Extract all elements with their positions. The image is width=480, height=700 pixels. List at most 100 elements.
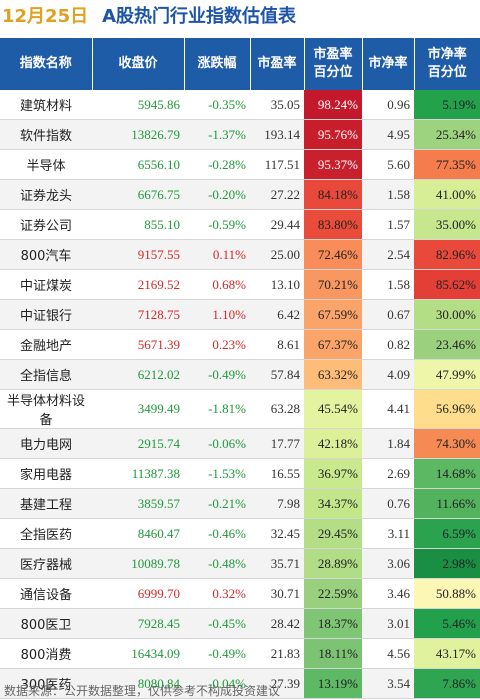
- change-cell: -1.53%: [184, 458, 250, 489]
- table-row: 全指医药 8460.47 -0.46% 32.45 29.45% 3.11 6.59%: [0, 518, 480, 549]
- change-cell: -0.04%: [184, 668, 250, 699]
- index-name-cell: 全指信息: [0, 359, 92, 390]
- change-cell: 0.11%: [184, 239, 250, 270]
- pe-cell: 35.05: [250, 90, 304, 120]
- index-name-cell: 800医卫: [0, 608, 92, 639]
- table-row: 家用电器 11387.38 -1.53% 16.55 36.97% 2.69 14.68%: [0, 458, 480, 489]
- change-cell: -1.81%: [184, 389, 250, 429]
- change-cell: -0.06%: [184, 428, 250, 459]
- pb-percentile-cell: 35.00%: [414, 209, 480, 240]
- title-date: 12月25日: [2, 6, 89, 27]
- pb-cell: 1.57: [362, 209, 414, 240]
- pe-percentile-cell: 29.45%: [304, 518, 362, 549]
- change-cell: 1.10%: [184, 299, 250, 330]
- index-name-cell: 800消费: [0, 638, 92, 669]
- pe-percentile-cell: 42.18%: [304, 428, 362, 459]
- pb-cell: 2.69: [362, 458, 414, 489]
- pb-cell: 1.58: [362, 179, 414, 210]
- change-cell: -0.59%: [184, 209, 250, 240]
- pe-percentile-cell: 67.37%: [304, 329, 362, 360]
- index-name-cell: 电力电网: [0, 428, 92, 459]
- table-row: 300医药 8080.84 -0.04% 27.39 13.19% 3.54 7.86%: [0, 668, 480, 699]
- change-cell: -0.48%: [184, 548, 250, 579]
- pe-cell: 117.51: [250, 149, 304, 180]
- pb-percentile-cell: 77.35%: [414, 149, 480, 180]
- pb-percentile-cell: 43.17%: [414, 638, 480, 669]
- pe-cell: 21.83: [250, 638, 304, 669]
- pe-cell: 13.10: [250, 269, 304, 300]
- close-price-cell: 5671.39: [92, 329, 184, 360]
- page-title: 12月25日 A股热门行业指数估值表: [0, 0, 480, 30]
- table-header-row: 指数名称 收盘价 涨跌幅 市盈率 市盈率 百分位 市净率 市净率 百分位: [0, 38, 480, 90]
- pe-cell: 63.28: [250, 389, 304, 429]
- pe-cell: 8.61: [250, 329, 304, 360]
- pe-percentile-cell: 98.24%: [304, 90, 362, 120]
- pb-cell: 3.01: [362, 608, 414, 639]
- pe-cell: 32.45: [250, 518, 304, 549]
- table-row: 电力电网 2915.74 -0.06% 17.77 42.18% 1.84 74.30%: [0, 428, 480, 459]
- valuation-table: 指数名称 收盘价 涨跌幅 市盈率 市盈率 百分位 市净率 市净率 百分位 建筑材料 5945.86…: [0, 38, 480, 699]
- pe-percentile-cell: 13.19%: [304, 668, 362, 699]
- table-row: 通信设备 6999.70 0.32% 30.71 22.59% 3.46 50.88%: [0, 578, 480, 609]
- pb-cell: 0.96: [362, 90, 414, 120]
- pe-cell: 6.42: [250, 299, 304, 330]
- index-name-cell: 中证银行: [0, 299, 92, 330]
- close-price-cell: 3859.57: [92, 488, 184, 519]
- pb-cell: 0.76: [362, 488, 414, 519]
- pe-percentile-cell: 83.80%: [304, 209, 362, 240]
- index-name-cell: 全指医药: [0, 518, 92, 549]
- change-cell: -0.45%: [184, 608, 250, 639]
- pe-percentile-cell: 70.21%: [304, 269, 362, 300]
- pb-cell: 3.46: [362, 578, 414, 609]
- index-name-cell: 300医药: [0, 668, 92, 699]
- close-price-cell: 9157.55: [92, 239, 184, 270]
- close-price-cell: 7128.75: [92, 299, 184, 330]
- pe-cell: 57.84: [250, 359, 304, 390]
- pb-cell: 3.06: [362, 548, 414, 579]
- pe-cell: 35.71: [250, 548, 304, 579]
- pe-percentile-cell: 28.89%: [304, 548, 362, 579]
- index-name-cell: 家用电器: [0, 458, 92, 489]
- pe-percentile-cell: 18.37%: [304, 608, 362, 639]
- table-row: 建筑材料 5945.86 -0.35% 35.05 98.24% 0.96 5.19%: [0, 90, 480, 120]
- table-row: 全指信息 6212.02 -0.49% 57.84 63.32% 4.09 47.99%: [0, 359, 480, 390]
- table-row: 800医卫 7928.45 -0.45% 28.42 18.37% 3.01 5.46%: [0, 608, 480, 639]
- pb-cell: 3.54: [362, 668, 414, 699]
- table-row: 证券龙头 6676.75 -0.20% 27.22 84.18% 1.58 41.00%: [0, 179, 480, 210]
- pb-cell: 0.82: [362, 329, 414, 360]
- close-price-cell: 16434.09: [92, 638, 184, 669]
- pe-percentile-cell: 84.18%: [304, 179, 362, 210]
- pb-cell: 5.60: [362, 149, 414, 180]
- pb-percentile-cell: 82.96%: [414, 239, 480, 270]
- index-name-cell: 软件指数: [0, 119, 92, 150]
- pb-percentile-cell: 5.19%: [414, 90, 480, 120]
- pb-cell: 4.95: [362, 119, 414, 150]
- close-price-cell: 8460.47: [92, 518, 184, 549]
- pb-percentile-cell: 41.00%: [414, 179, 480, 210]
- index-name-cell: 建筑材料: [0, 90, 92, 120]
- index-name-cell: 800汽车: [0, 239, 92, 270]
- index-name-cell: 基建工程: [0, 488, 92, 519]
- change-cell: -0.35%: [184, 90, 250, 120]
- pe-percentile-cell: 63.32%: [304, 359, 362, 390]
- table-row: 半导体材料设备 3499.49 -1.81% 63.28 45.54% 4.41 56.96…: [0, 389, 480, 429]
- col-header-pe: 市盈率: [250, 38, 305, 90]
- pe-percentile-cell: 36.97%: [304, 458, 362, 489]
- change-cell: -0.20%: [184, 179, 250, 210]
- pb-percentile-cell: 47.99%: [414, 359, 480, 390]
- close-price-cell: 10089.78: [92, 548, 184, 579]
- pe-cell: 27.39: [250, 668, 304, 699]
- pb-cell: 2.54: [362, 239, 414, 270]
- table-row: 中证银行 7128.75 1.10% 6.42 67.59% 0.67 30.00%: [0, 299, 480, 330]
- index-name-cell: 半导体材料设备: [0, 389, 92, 429]
- pe-percentile-cell: 18.11%: [304, 638, 362, 669]
- pb-cell: 4.56: [362, 638, 414, 669]
- pb-percentile-cell: 7.86%: [414, 668, 480, 699]
- close-price-cell: 3499.49: [92, 389, 184, 429]
- change-cell: 0.23%: [184, 329, 250, 360]
- col-header-pb-percentile: 市净率 百分位: [414, 38, 480, 90]
- pb-percentile-cell: 85.62%: [414, 269, 480, 300]
- close-price-cell: 2915.74: [92, 428, 184, 459]
- pe-percentile-cell: 22.59%: [304, 578, 362, 609]
- table-row: 中证煤炭 2169.52 0.68% 13.10 70.21% 1.58 85.62%: [0, 269, 480, 300]
